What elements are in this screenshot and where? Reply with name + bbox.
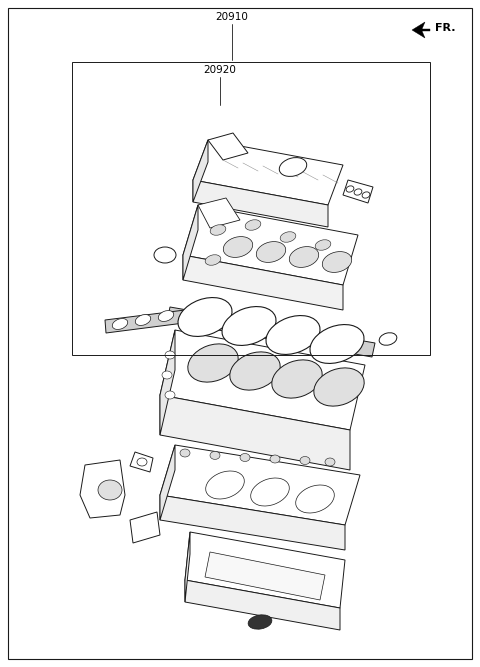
Polygon shape — [185, 532, 345, 608]
Ellipse shape — [188, 344, 238, 382]
Polygon shape — [160, 395, 350, 470]
Polygon shape — [160, 445, 175, 520]
Ellipse shape — [223, 237, 252, 257]
Polygon shape — [167, 307, 375, 357]
Polygon shape — [412, 22, 430, 38]
Ellipse shape — [158, 311, 174, 321]
Ellipse shape — [296, 485, 334, 513]
Polygon shape — [193, 140, 208, 202]
Ellipse shape — [210, 225, 226, 235]
Ellipse shape — [165, 391, 175, 399]
Polygon shape — [208, 133, 248, 160]
Ellipse shape — [112, 319, 128, 329]
Polygon shape — [193, 140, 343, 205]
Ellipse shape — [180, 449, 190, 457]
Polygon shape — [198, 198, 240, 228]
Polygon shape — [160, 495, 345, 550]
Ellipse shape — [245, 219, 261, 230]
Ellipse shape — [272, 360, 322, 398]
Ellipse shape — [346, 186, 354, 192]
Ellipse shape — [362, 192, 370, 198]
Polygon shape — [183, 205, 358, 285]
Ellipse shape — [210, 452, 220, 460]
Ellipse shape — [222, 307, 276, 346]
Polygon shape — [205, 552, 325, 600]
Ellipse shape — [162, 371, 172, 379]
Ellipse shape — [154, 247, 176, 263]
Ellipse shape — [325, 458, 335, 466]
Polygon shape — [160, 445, 360, 525]
Ellipse shape — [230, 352, 280, 390]
Polygon shape — [130, 452, 153, 472]
Polygon shape — [105, 310, 185, 333]
Ellipse shape — [135, 315, 151, 325]
Polygon shape — [185, 580, 340, 630]
Ellipse shape — [322, 251, 352, 272]
Text: 20910: 20910 — [216, 12, 249, 22]
Ellipse shape — [300, 456, 310, 464]
Ellipse shape — [379, 333, 397, 346]
Ellipse shape — [279, 157, 307, 176]
Ellipse shape — [165, 351, 175, 359]
Polygon shape — [185, 532, 190, 602]
Polygon shape — [183, 205, 198, 280]
Ellipse shape — [354, 189, 362, 195]
Ellipse shape — [310, 325, 364, 364]
Polygon shape — [193, 180, 328, 227]
Ellipse shape — [256, 241, 286, 262]
Polygon shape — [160, 330, 365, 430]
Ellipse shape — [270, 455, 280, 463]
Ellipse shape — [314, 368, 364, 406]
Ellipse shape — [206, 471, 244, 499]
Text: 20920: 20920 — [204, 65, 237, 75]
Ellipse shape — [289, 247, 319, 267]
Ellipse shape — [137, 458, 147, 466]
Text: FR.: FR. — [435, 23, 456, 33]
Bar — [72, 62, 430, 355]
Polygon shape — [80, 460, 125, 518]
Ellipse shape — [248, 615, 272, 629]
Ellipse shape — [98, 480, 122, 500]
Polygon shape — [130, 512, 160, 543]
Ellipse shape — [205, 255, 221, 265]
Polygon shape — [160, 330, 175, 435]
Ellipse shape — [266, 315, 320, 354]
Ellipse shape — [315, 239, 331, 250]
Polygon shape — [343, 180, 373, 203]
Ellipse shape — [178, 297, 232, 336]
Polygon shape — [183, 255, 343, 310]
Ellipse shape — [240, 454, 250, 462]
Ellipse shape — [280, 231, 296, 242]
Ellipse shape — [251, 478, 289, 506]
